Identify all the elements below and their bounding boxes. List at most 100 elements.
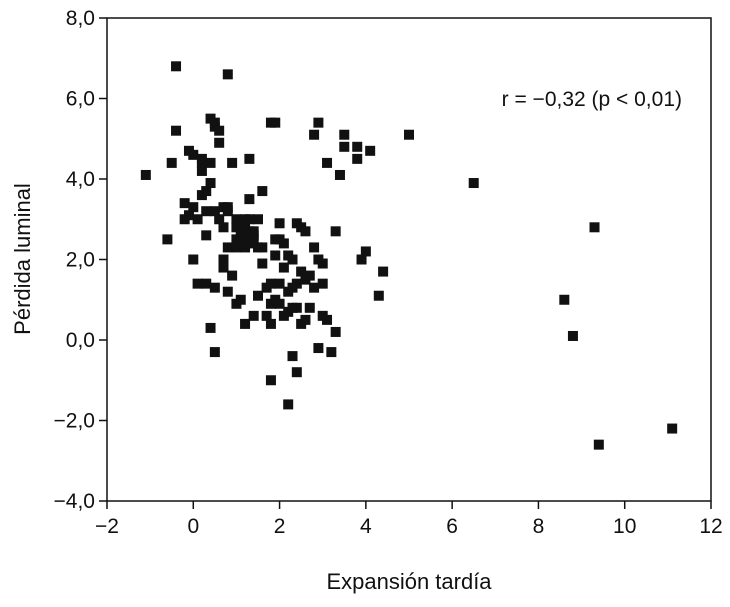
data-point [171,125,182,136]
data-point [253,214,263,225]
data-point [309,242,320,253]
data-point [240,318,251,329]
data-point [183,210,194,221]
data-point [248,310,259,321]
data-point [209,282,220,293]
data-point [352,141,363,152]
data-point [274,298,285,309]
x-axis: −2 0 2 4 6 8 10 12 [95,501,723,538]
data-point [274,218,285,229]
data-point [667,423,678,434]
data-points [140,61,678,450]
data-point [192,214,203,225]
data-point [244,194,255,205]
data-point [188,254,199,265]
data-point [227,157,238,168]
data-point [589,222,600,233]
data-point [296,266,307,277]
data-point [218,262,229,273]
data-point [265,278,276,289]
data-point [309,282,320,293]
data-point [244,214,255,225]
data-point [201,230,212,241]
y-axis-title: Pérdida luminal [10,183,35,335]
data-point [322,314,333,325]
data-point [322,157,333,168]
data-point [235,294,246,305]
data-point [192,278,203,289]
x-tick-label: 6 [446,515,458,538]
data-point [205,322,216,333]
y-tick-label: 6,0 [66,88,95,111]
data-point [270,250,281,261]
x-tick-label: 10 [613,515,636,538]
data-point [253,290,263,301]
data-point [304,302,315,313]
data-point [218,254,229,265]
data-point [201,278,212,289]
x-tick-label: −2 [95,515,119,538]
data-point [334,169,345,180]
y-tick-label: −2,0 [54,410,95,433]
data-point [265,375,276,386]
data-point [222,202,233,213]
data-point [227,270,238,281]
data-point [317,258,328,269]
data-point [196,157,207,168]
data-point [291,367,302,378]
data-point [205,157,216,168]
data-point [313,343,324,354]
data-point [171,61,182,72]
data-point [317,278,328,289]
data-point [468,178,479,189]
data-point [222,242,233,253]
data-point [567,330,578,341]
data-point [231,242,242,253]
data-point [201,206,212,217]
data-point [313,117,324,128]
data-point [188,149,199,160]
y-tick-label: −4,0 [54,490,95,513]
data-point [300,226,311,237]
data-point [209,117,220,128]
data-point [404,129,414,140]
data-point [257,242,268,253]
data-point [162,234,173,245]
data-point [218,222,229,233]
data-point [373,290,384,301]
data-point [593,439,604,450]
data-point [179,198,190,209]
data-point [304,270,315,281]
data-point [166,157,177,168]
y-tick-label: 0,0 [66,329,95,352]
x-axis-title: Expansión tardía [326,569,492,594]
data-point [240,226,251,237]
data-point [278,262,289,273]
data-point [274,278,285,289]
data-point [248,230,259,241]
data-point [140,169,151,180]
data-point [231,214,242,225]
data-point [270,117,281,128]
data-point [378,266,389,277]
data-point [209,206,220,217]
data-point [214,125,225,136]
x-tick-label: 2 [274,515,286,538]
data-point [201,186,212,197]
data-point [244,153,255,164]
x-tick-label: 0 [187,515,199,538]
data-point [222,286,233,297]
data-point [365,145,376,156]
x-tick-label: 8 [533,515,545,538]
y-tick-label: 4,0 [66,168,95,191]
data-point [330,326,341,337]
data-point [287,282,298,293]
data-point [291,302,302,313]
data-point [360,246,371,257]
data-point [205,178,216,189]
data-point [257,258,268,269]
data-point [356,254,367,265]
y-tick-label: 2,0 [66,249,95,272]
data-point [278,238,289,249]
data-point [330,226,341,237]
